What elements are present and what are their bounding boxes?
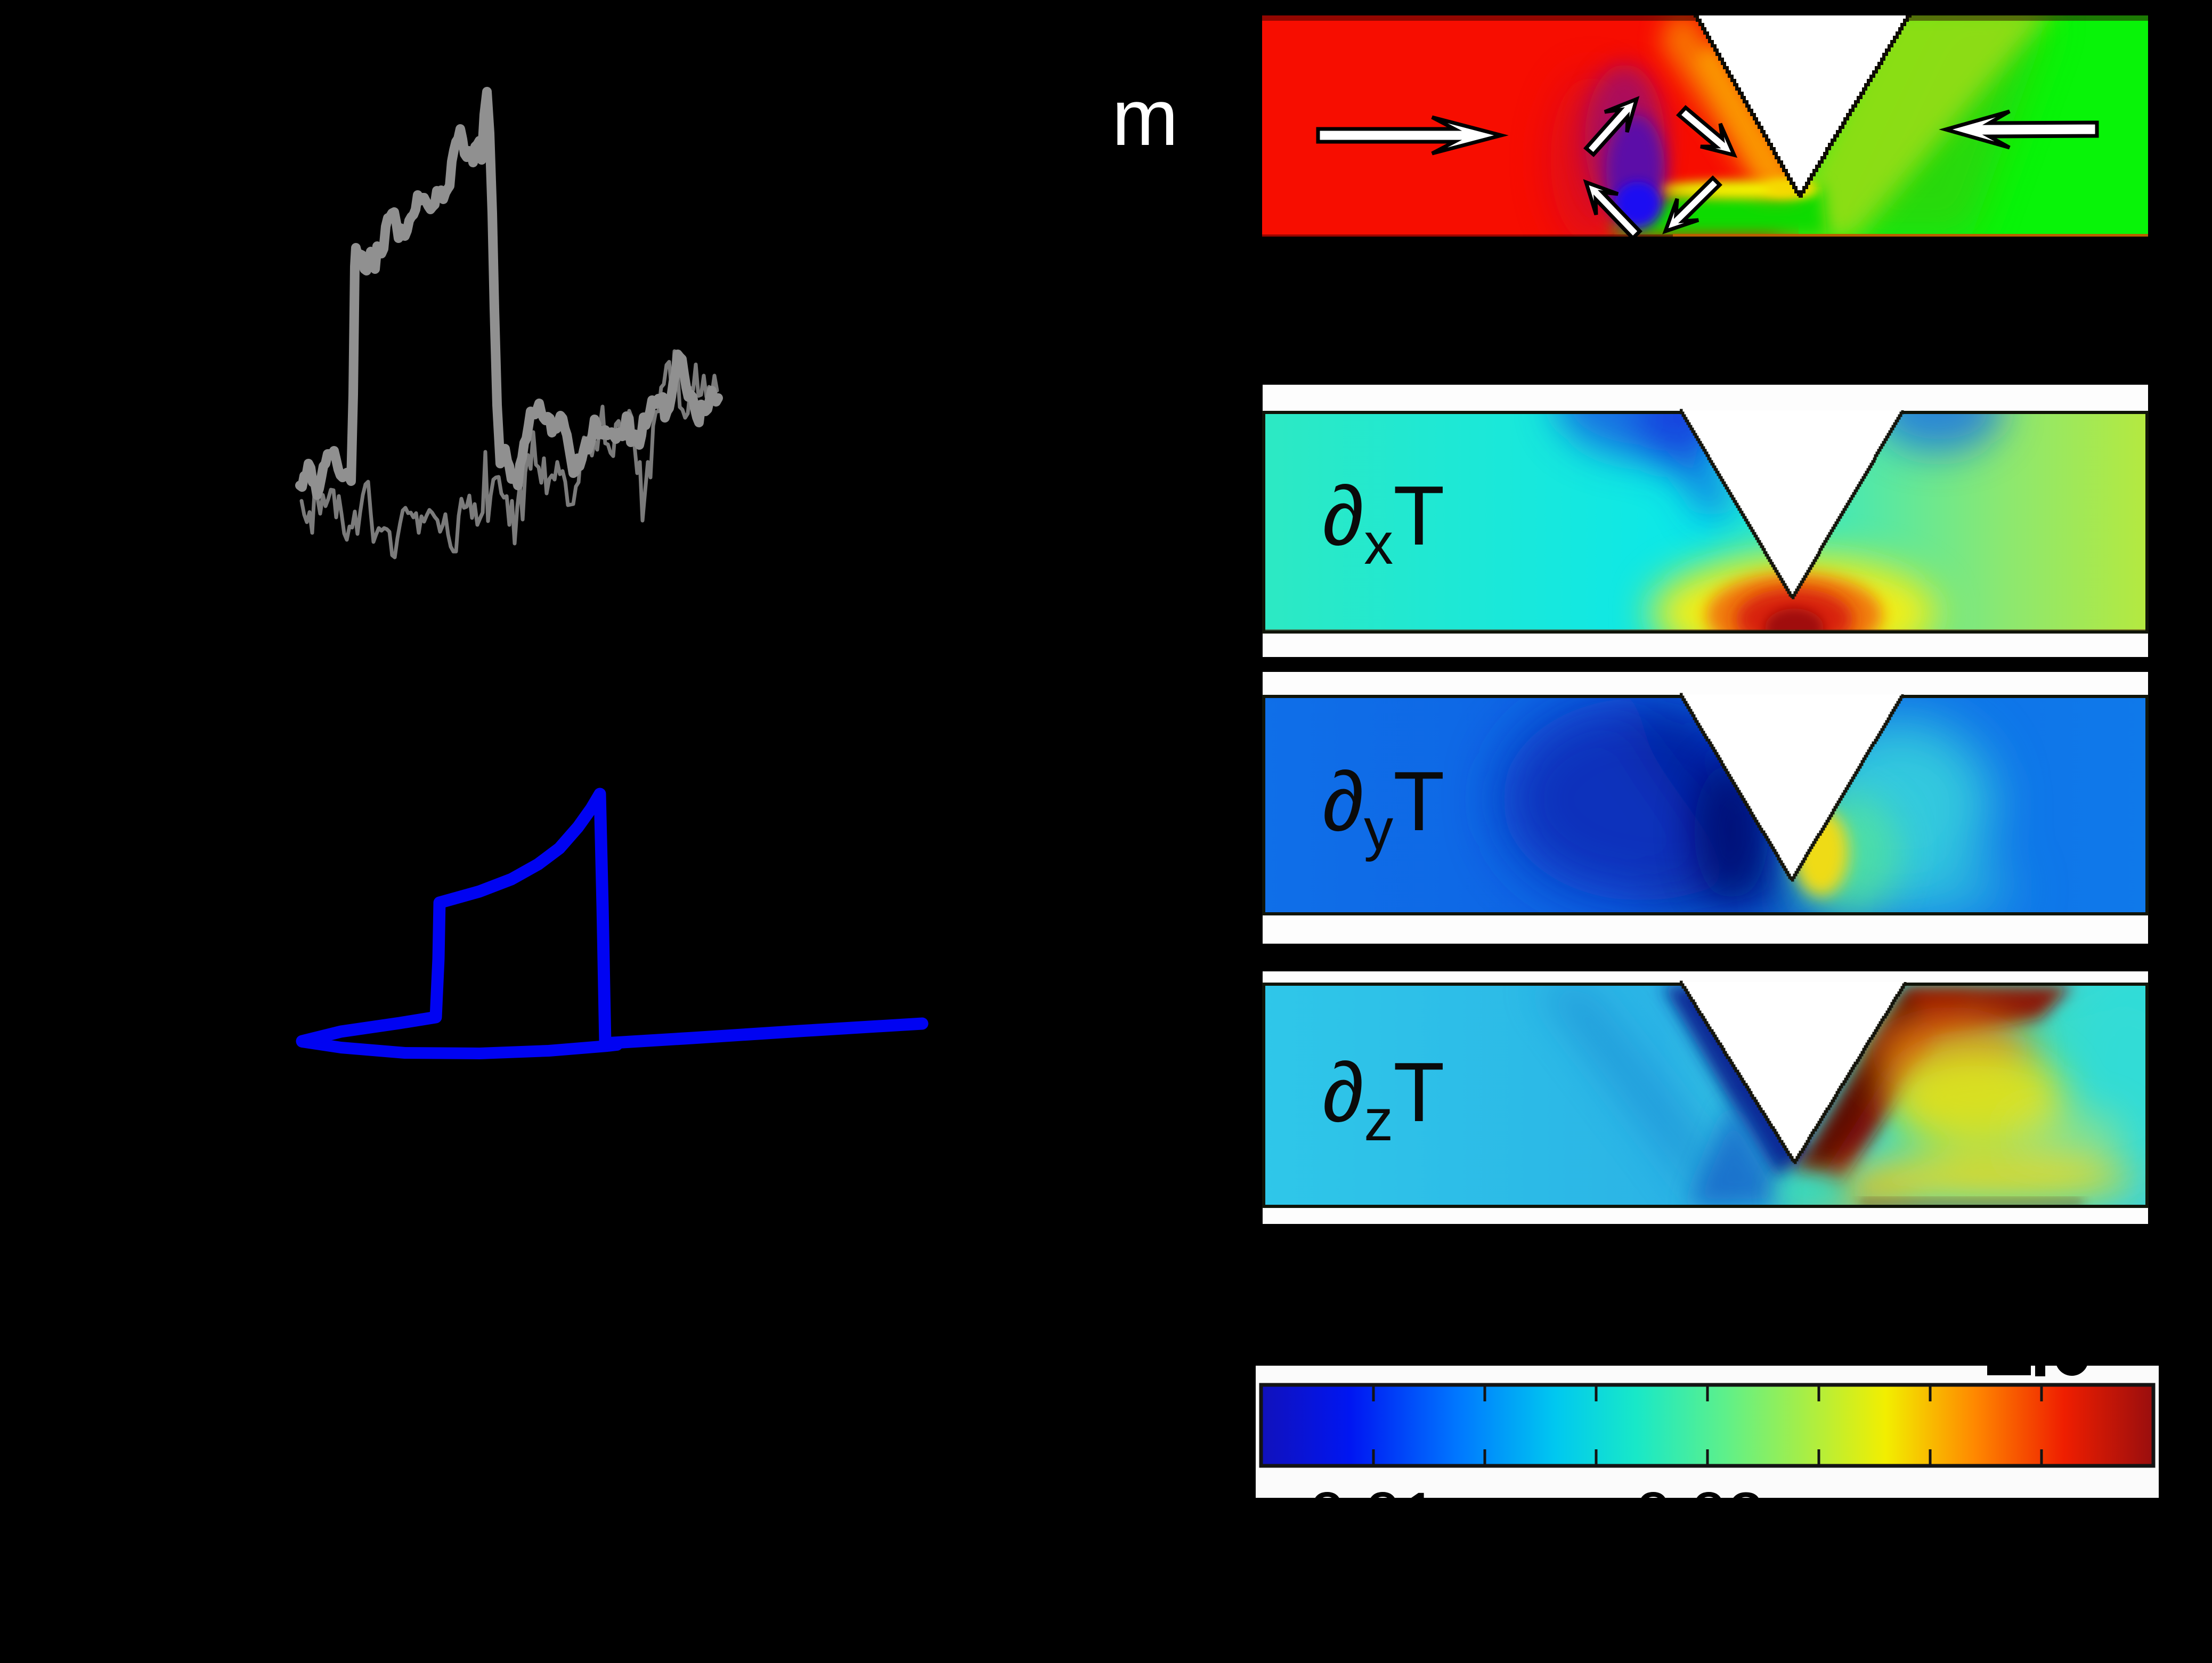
svg-text:0.02: 0.02	[1634, 1479, 1764, 1553]
svg-text:m: m	[1112, 72, 1178, 162]
svg-text:∂xT: ∂xT	[1322, 469, 1445, 577]
svg-text:∂zT: ∂zT	[1322, 1045, 1445, 1153]
svg-text:0.01: 0.01	[1308, 1479, 1438, 1553]
